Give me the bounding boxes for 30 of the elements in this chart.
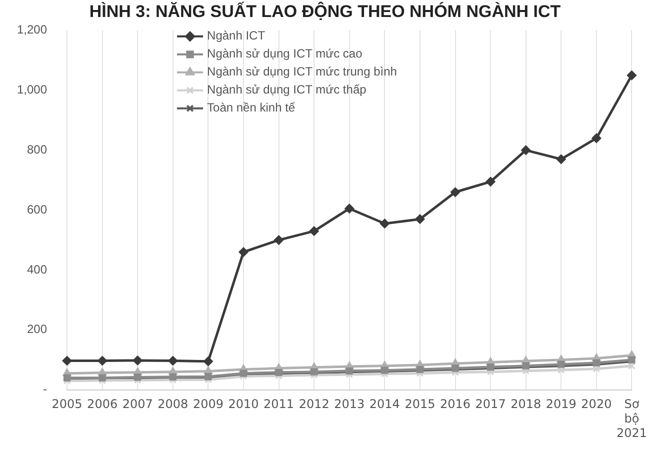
- x-tick-label: 2008: [158, 397, 188, 412]
- x-tick-label: 2016: [440, 397, 471, 412]
- legend-label: Ngành sử dụng ICT mức thấp: [207, 82, 367, 97]
- x-tick-label: 2005: [52, 397, 82, 412]
- x-tick-label: 2020: [581, 397, 612, 412]
- y-tick-label: 1,000: [17, 82, 48, 97]
- x-tick-label: 2007: [122, 397, 153, 412]
- legend-label: Ngành ICT: [207, 28, 266, 43]
- legend-label: Toàn nền kinh tế: [207, 100, 296, 115]
- x-tick-label: 2018: [510, 397, 542, 412]
- x-tick-label: 2010: [228, 397, 259, 412]
- y-tick-label: 800: [27, 142, 48, 157]
- x-tick-label: 2012: [298, 397, 330, 412]
- y-tick-label: 200: [27, 322, 48, 336]
- x-tick-label: 2015: [404, 397, 436, 412]
- y-tick-label: 1,200: [17, 22, 48, 37]
- x-tick-label: 2019: [546, 397, 576, 412]
- legend-label: Ngành sử dụng ICT mức trung bình: [207, 64, 397, 79]
- x-tick-label: 2009: [192, 397, 224, 412]
- legend-label: Ngành sử dụng ICT mức cao: [207, 46, 363, 61]
- x-tick-label: 2006: [87, 397, 118, 412]
- x-tick-label: Sơ bộ 2021: [616, 397, 648, 440]
- y-tick-label: 400: [27, 262, 48, 276]
- y-tick-label: -: [43, 382, 48, 396]
- x-tick-label: 2011: [264, 397, 294, 412]
- y-tick-label: 600: [27, 202, 48, 216]
- x-tick-label: 2017: [475, 397, 506, 412]
- x-tick-label: 2014: [369, 397, 400, 412]
- x-tick-label: 2013: [334, 397, 365, 412]
- chart-title: HÌNH 3: NĂNG SUẤT LAO ĐỘNG THEO NHÓM NGÀNH ICT: [89, 0, 562, 21]
